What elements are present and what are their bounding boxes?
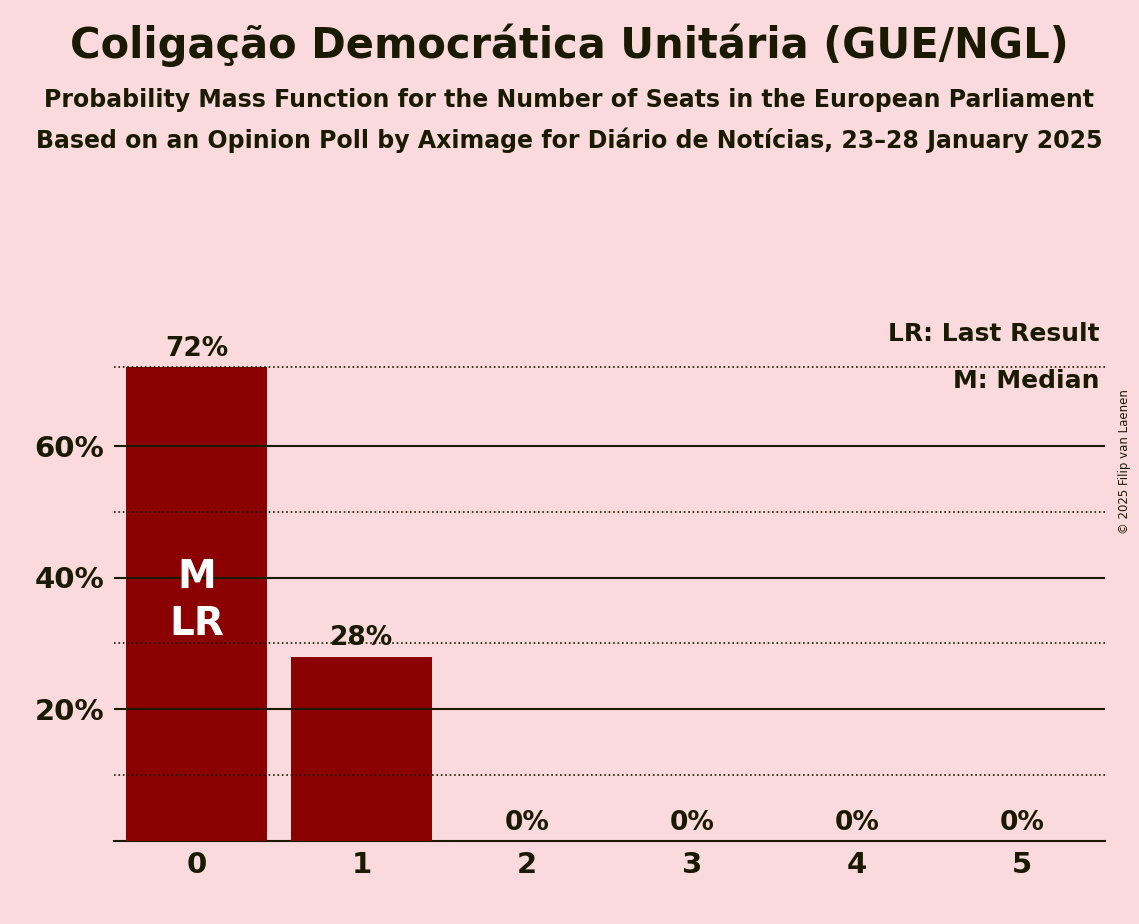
Text: 0%: 0% [670,809,714,835]
Text: LR: Last Result: LR: Last Result [888,322,1100,346]
Text: © 2025 Filip van Laenen: © 2025 Filip van Laenen [1118,390,1131,534]
Text: Probability Mass Function for the Number of Seats in the European Parliament: Probability Mass Function for the Number… [44,88,1095,112]
Text: 72%: 72% [165,335,228,361]
Text: M: Median: M: Median [953,370,1100,394]
Text: Based on an Opinion Poll by Aximage for Diário de Notícias, 23–28 January 2025: Based on an Opinion Poll by Aximage for … [36,128,1103,153]
Bar [292,656,432,841]
Text: 0%: 0% [835,809,879,835]
Text: 0%: 0% [1000,809,1044,835]
Text: 28%: 28% [330,626,393,651]
Text: M: M [177,558,216,597]
Text: LR: LR [169,604,224,642]
Bar [126,367,267,841]
Text: Coligação Democrática Unitária (GUE/NGL): Coligação Democrática Unitária (GUE/NGL) [71,23,1068,67]
Text: 0%: 0% [505,809,549,835]
